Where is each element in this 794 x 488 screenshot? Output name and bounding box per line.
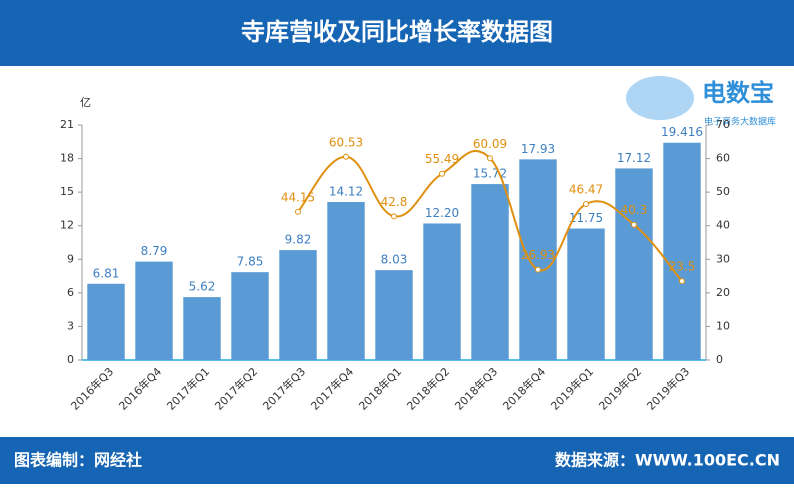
y2-tick-label: 10 [716, 319, 730, 332]
x-tick-label: 2018年Q3 [452, 364, 501, 413]
bar [567, 228, 605, 360]
x-tick-label: 2017年Q2 [212, 364, 261, 413]
y2-tick-label: 40 [716, 219, 730, 232]
line-marker [535, 266, 541, 273]
x-tick-label: 2018年Q4 [500, 364, 549, 413]
bar-value-label: 17.12 [617, 151, 651, 165]
x-tick-label: 2018年Q2 [404, 364, 453, 413]
header-band [0, 0, 794, 66]
bar-value-label: 8.79 [141, 244, 168, 258]
x-tick-label: 2019年Q3 [644, 364, 693, 413]
line-marker [295, 208, 301, 215]
logo-cloud [626, 76, 694, 120]
bar [135, 261, 173, 360]
x-tick-label: 2018年Q1 [356, 364, 405, 413]
y-tick-label: 12 [60, 219, 74, 232]
y-tick-label: 15 [60, 185, 74, 198]
bar [471, 184, 509, 360]
x-tick-label: 2019年Q2 [596, 364, 645, 413]
y2-tick-label: 50 [716, 185, 730, 198]
x-tick-label: 2017年Q3 [260, 364, 309, 413]
line-marker [679, 278, 685, 285]
line-value-label: 46.47 [569, 182, 603, 196]
y-tick-label: 6 [67, 286, 74, 299]
bar-value-label: 9.82 [285, 233, 312, 247]
line-value-label: 60.53 [329, 135, 363, 149]
footer-left: 图表编制：网经社 [14, 451, 142, 470]
y-tick-label: 3 [67, 319, 74, 332]
bar-value-label: 8.03 [381, 253, 408, 267]
line-value-label: 23.5 [669, 260, 696, 274]
line-value-label: 60.09 [473, 137, 507, 151]
bar-value-label: 5.62 [189, 280, 216, 294]
line-value-label: 40.3 [621, 203, 648, 217]
bar-value-label: 6.81 [93, 266, 120, 280]
line-value-label: 42.8 [381, 195, 408, 209]
bar [375, 270, 413, 360]
bar [87, 283, 125, 360]
bar [423, 223, 461, 360]
bar [183, 297, 221, 360]
line-marker [631, 221, 637, 228]
footer-right: 数据来源：WWW.100EC.CN [555, 451, 780, 470]
x-tick-label: 2016年Q3 [68, 364, 117, 413]
logo-sub: 电子商务大数据库 [704, 116, 776, 128]
line-value-label: 44.15 [281, 190, 315, 204]
y2-tick-label: 70 [716, 118, 730, 131]
footer-band [0, 437, 794, 484]
y-tick-label: 9 [67, 252, 74, 265]
y2-tick-label: 20 [716, 286, 730, 299]
y-axis-label: 亿 [80, 96, 91, 109]
line-marker [439, 170, 445, 177]
line-value-label: 55.49 [425, 152, 459, 166]
line-value-label: 26.93 [521, 248, 555, 262]
bar [615, 168, 653, 360]
bar-value-label: 17.93 [521, 142, 555, 156]
y-tick-label: 18 [60, 152, 74, 165]
line-marker [583, 200, 589, 207]
bar [231, 272, 269, 360]
y2-tick-label: 0 [716, 353, 723, 366]
bar-value-label: 19.416 [661, 125, 703, 139]
x-tick-label: 2019年Q1 [548, 364, 597, 413]
bar-value-label: 11.75 [569, 211, 603, 225]
logo-name: 电数宝 [702, 79, 774, 107]
x-tick-label: 2017年Q1 [164, 364, 213, 413]
y-tick-label: 0 [67, 353, 74, 366]
y2-tick-label: 30 [716, 252, 730, 265]
y2-tick-label: 60 [716, 152, 730, 165]
y-tick-label: 21 [60, 118, 74, 131]
bar [279, 250, 317, 360]
line-marker [391, 213, 397, 220]
bar-value-label: 12.20 [425, 206, 459, 220]
bar-value-label: 14.12 [329, 184, 363, 198]
bar [327, 201, 365, 360]
x-tick-label: 2016年Q4 [116, 364, 165, 413]
line-marker [487, 155, 493, 162]
bar [663, 142, 701, 360]
x-tick-label: 2017年Q4 [308, 364, 357, 413]
bar-value-label: 7.85 [237, 255, 264, 269]
chart-title: 寺库营收及同比增长率数据图 [241, 18, 553, 46]
bar [519, 159, 557, 360]
line-marker [343, 153, 349, 160]
